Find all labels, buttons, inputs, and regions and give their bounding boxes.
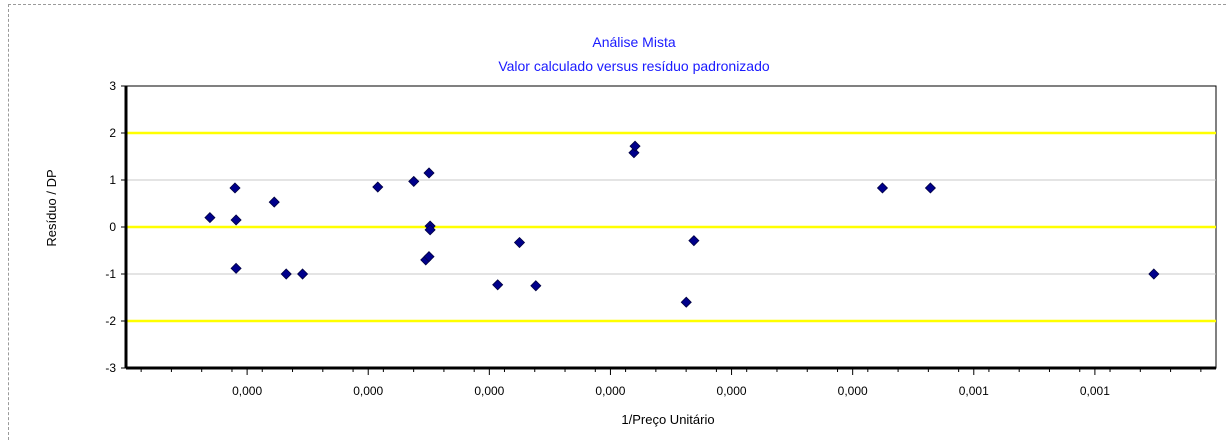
y-tick-label: -2	[105, 314, 116, 328]
y-axis-label: Resíduo / DP	[44, 169, 59, 246]
data-point	[230, 214, 242, 226]
data-point	[408, 175, 420, 187]
x-tick-label: 0,001	[959, 384, 989, 398]
data-point	[688, 235, 700, 247]
data-point	[1148, 268, 1160, 280]
y-tick-label: 2	[109, 126, 116, 140]
data-point	[876, 182, 889, 194]
data-point	[424, 224, 436, 236]
data-point	[230, 262, 242, 274]
data-point	[229, 182, 241, 194]
data-point	[423, 251, 435, 263]
data-point	[204, 212, 216, 224]
x-axis-label: 1/Preço Unitário	[621, 412, 714, 427]
y-tick-label: 0	[109, 220, 116, 234]
y-tick-label: -1	[105, 267, 116, 281]
data-point	[629, 140, 641, 152]
data-point	[372, 181, 384, 193]
chart-subtitle: Valor calculado versus resíduo padroniza…	[498, 58, 770, 74]
y-tick-label: -3	[105, 361, 116, 375]
data-point	[280, 268, 292, 280]
x-tick-label: 0,001	[1080, 384, 1110, 398]
x-tick-label: 0,000	[717, 384, 747, 398]
data-point	[513, 236, 526, 249]
data-point	[423, 167, 435, 179]
plot-area: -3 -2 -1 0 1 2 3 0,000 0,000 0,000 0,000 0,000 0,000…	[105, 79, 1217, 398]
x-tick-label: 0,000	[353, 384, 383, 398]
data-point	[492, 279, 504, 291]
y-tick-label: 3	[109, 79, 116, 93]
x-tick-label: 0,000	[474, 384, 504, 398]
data-point	[680, 296, 692, 308]
data-point	[268, 196, 280, 208]
data-point	[924, 182, 936, 194]
x-tick-label: 0,000	[838, 384, 868, 398]
data-point	[530, 280, 542, 292]
chart-title: Análise Mista	[592, 34, 675, 50]
x-tick-label: 0,000	[232, 384, 262, 398]
data-point	[297, 268, 309, 280]
y-tick-label: 1	[109, 173, 116, 187]
chart-frame	[8, 4, 1226, 440]
x-tick-label: 0,000	[595, 384, 625, 398]
